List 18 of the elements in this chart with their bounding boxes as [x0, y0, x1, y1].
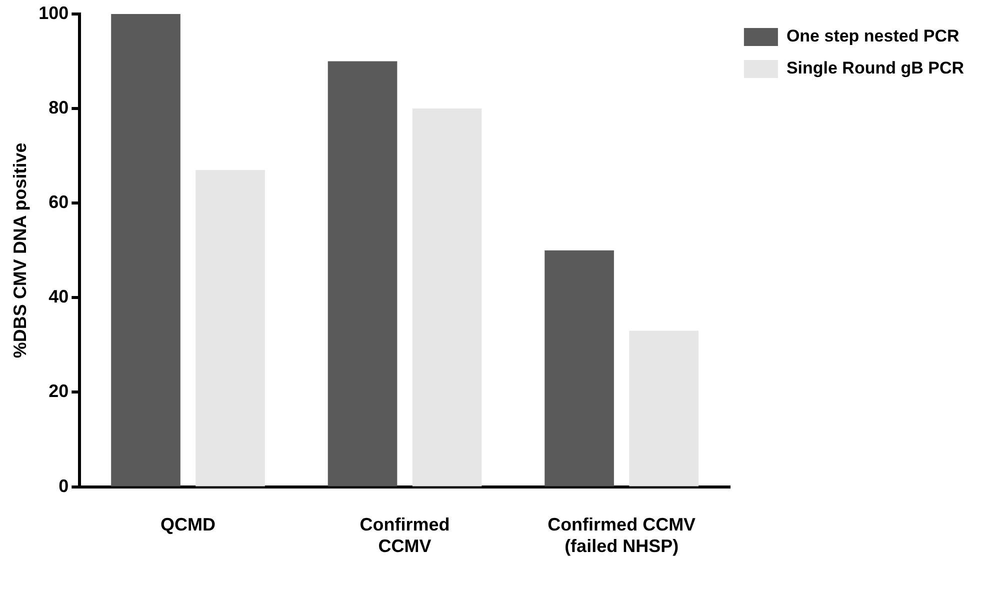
bar	[544, 250, 614, 486]
bar	[629, 330, 698, 486]
legend-label: One step nested PCR	[786, 26, 960, 46]
y-axis-title: %DBS CMV DNA positive	[10, 142, 30, 358]
bar	[328, 61, 398, 486]
bar	[412, 108, 482, 486]
bar	[111, 14, 180, 486]
x-tick-label: Confirmed CCMV (failed NHSP)	[548, 514, 696, 556]
y-tick-label: 0	[58, 476, 69, 496]
x-tick-label: Confirmed CCMV	[360, 514, 450, 556]
legend-label: Single Round gB PCR	[786, 58, 964, 78]
y-tick-label: 40	[48, 286, 69, 307]
x-tick-label: QCMD	[160, 514, 216, 535]
y-tick-label: 80	[48, 98, 69, 118]
y-tick-label: 100	[38, 2, 69, 23]
bar	[196, 170, 265, 486]
y-tick-label: 20	[48, 381, 69, 402]
y-tick-label: 60	[48, 192, 69, 212]
